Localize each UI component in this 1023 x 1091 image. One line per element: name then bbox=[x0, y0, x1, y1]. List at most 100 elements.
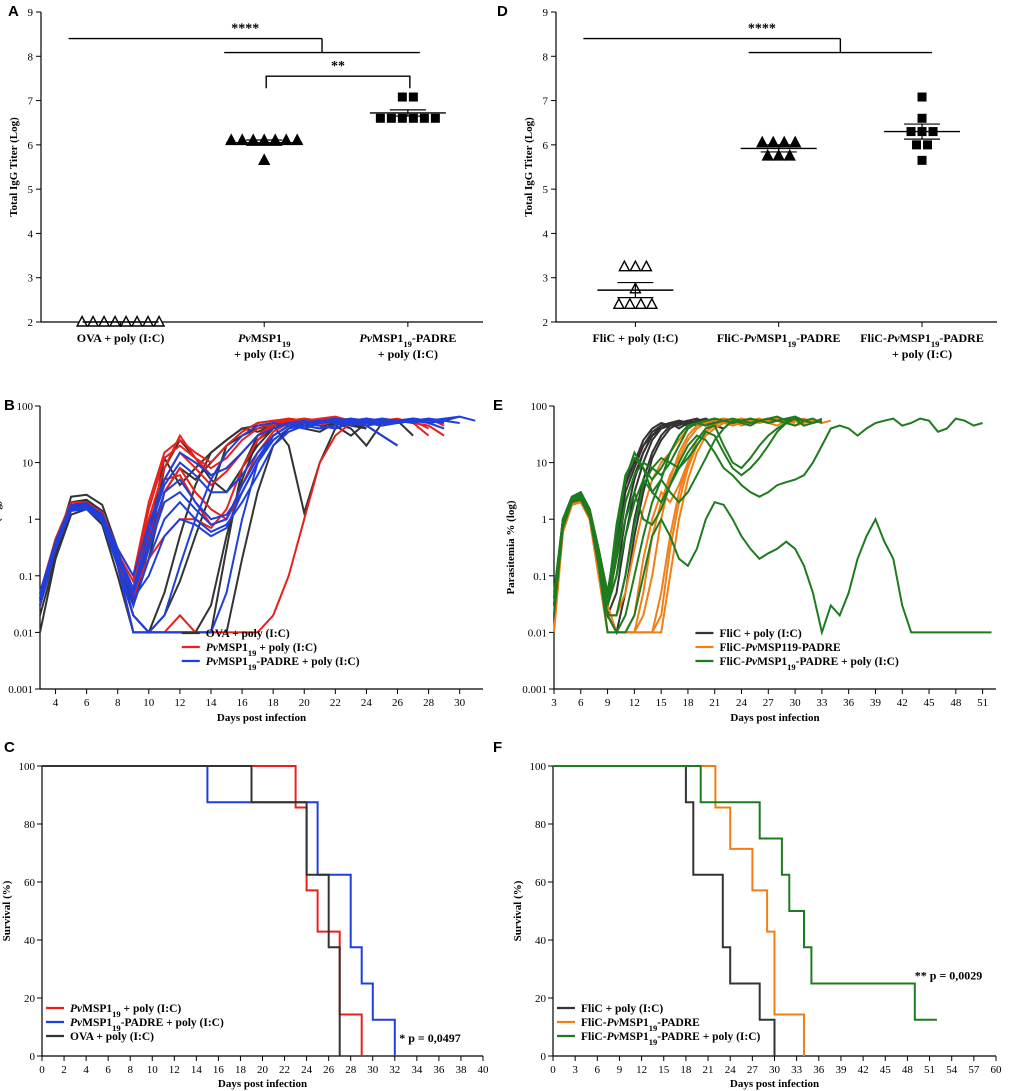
series-line bbox=[39, 417, 460, 599]
category-label: FliC-PvMSP119-PADRE bbox=[717, 331, 841, 349]
x-tick-label: 51 bbox=[977, 697, 988, 709]
y-tick-label: 6 bbox=[28, 140, 34, 152]
data-point bbox=[917, 92, 927, 102]
y-tick-label: 0.01 bbox=[528, 627, 547, 639]
label-part: MSP1 bbox=[82, 1017, 112, 1029]
x-tick-label: 2 bbox=[61, 1064, 67, 1076]
data-point bbox=[923, 140, 933, 150]
x-tick-label: 28 bbox=[345, 1064, 357, 1076]
panel-letter-A: A bbox=[8, 3, 19, 20]
category-label: OVA + poly (I:C) bbox=[77, 331, 165, 345]
significance-bracket bbox=[265, 75, 411, 89]
data-point bbox=[397, 113, 407, 123]
label-part: Pv bbox=[70, 1017, 83, 1029]
series-line bbox=[553, 417, 983, 606]
legend-label: FliC-PvMSP119-PADRE + poly (I:C) bbox=[581, 1031, 761, 1047]
series-line bbox=[39, 417, 445, 634]
label-part: MSP1 bbox=[218, 642, 248, 654]
label-part: MSP1 bbox=[756, 331, 787, 345]
data-point bbox=[258, 153, 271, 166]
x-tick-label: 9 bbox=[617, 1064, 623, 1076]
y-tick-label: 80 bbox=[24, 819, 36, 831]
x-tick-label: 40 bbox=[478, 1064, 490, 1076]
y-tick-label: 1 bbox=[28, 514, 34, 526]
label-part: MSP1 bbox=[82, 1003, 112, 1015]
data-point bbox=[386, 113, 396, 123]
label-part: Pv bbox=[238, 331, 251, 345]
label-part: MSP1 bbox=[372, 331, 403, 345]
x-tick-label: 32 bbox=[389, 1064, 400, 1076]
legend-label: FliC + poly (I:C) bbox=[581, 1003, 663, 1015]
label-part: -PADRE bbox=[796, 331, 840, 345]
label-part: + poly (I:C) bbox=[121, 1003, 182, 1015]
series-line bbox=[39, 417, 445, 599]
label-part: OVA + poly (I:C) bbox=[70, 1031, 154, 1043]
label-part: 19 bbox=[112, 1009, 121, 1019]
label-part: FliC + poly (I:C) bbox=[581, 1003, 663, 1015]
x-tick-label: 27 bbox=[747, 1064, 759, 1076]
y-tick-label: 8 bbox=[28, 51, 34, 63]
y-tick-label: 60 bbox=[535, 877, 547, 889]
panel-letter-D: D bbox=[497, 3, 508, 20]
x-tick-label: 48 bbox=[902, 1064, 914, 1076]
data-point bbox=[419, 113, 429, 123]
significance-label: ** bbox=[331, 59, 345, 74]
y-tick-label: 5 bbox=[543, 184, 549, 196]
data-point bbox=[634, 297, 648, 309]
panel-letter-B: B bbox=[4, 397, 15, 414]
label-part: 19 bbox=[931, 339, 940, 349]
label-part: -PADRE + poly (I:C) bbox=[121, 1017, 224, 1029]
label-part: Pv bbox=[359, 331, 372, 345]
label-part: Pv bbox=[206, 642, 219, 654]
data-point bbox=[761, 148, 774, 161]
x-tick-label: 21 bbox=[703, 1064, 714, 1076]
series-line bbox=[553, 415, 823, 599]
label-part: 19 bbox=[112, 1023, 121, 1033]
label-part: FliC + poly (I:C) bbox=[719, 628, 801, 640]
x-tick-label: 14 bbox=[205, 697, 217, 709]
x-tick-label: 24 bbox=[725, 1064, 737, 1076]
y-axis-label: Survival (%) bbox=[512, 880, 524, 941]
y-tick-label: 7 bbox=[543, 96, 549, 108]
y-tick-label: 1 bbox=[542, 514, 548, 526]
y-tick-label: 2 bbox=[28, 317, 34, 329]
x-tick-label: 30 bbox=[790, 697, 802, 709]
legend-label: OVA + poly (I:C) bbox=[206, 628, 290, 640]
x-tick-label: 22 bbox=[279, 1064, 290, 1076]
data-point bbox=[640, 259, 653, 272]
x-tick-label: 10 bbox=[143, 697, 155, 709]
series-line bbox=[553, 417, 823, 606]
x-tick-label: 39 bbox=[870, 697, 882, 709]
x-tick-label: 16 bbox=[213, 1064, 225, 1076]
x-tick-label: 30 bbox=[367, 1064, 379, 1076]
x-tick-label: 33 bbox=[816, 697, 828, 709]
label-part: Pv bbox=[607, 1031, 620, 1043]
data-point bbox=[152, 314, 166, 327]
label-part: FliC- bbox=[717, 331, 744, 345]
label-part: FliC- bbox=[719, 642, 745, 654]
y-tick-label: 6 bbox=[543, 140, 549, 152]
x-tick-label: 22 bbox=[330, 697, 341, 709]
data-point bbox=[917, 113, 927, 123]
x-axis-label: Days post infection bbox=[218, 1078, 307, 1090]
category-label: PvMSP119-PADRE bbox=[359, 331, 456, 349]
label-part: -PADRE bbox=[939, 331, 983, 345]
x-tick-label: 57 bbox=[968, 1064, 980, 1076]
data-point bbox=[629, 259, 642, 272]
label-part: 19 bbox=[788, 339, 797, 349]
legend-label: FliC-PvMSP119-PADRE bbox=[719, 642, 841, 654]
data-point bbox=[430, 113, 440, 123]
panel-letter-E: E bbox=[493, 397, 503, 414]
x-tick-label: 24 bbox=[301, 1064, 313, 1076]
label-part: Pv bbox=[206, 656, 219, 668]
data-point bbox=[397, 92, 407, 102]
category-label-line2: + poly (I:C) bbox=[378, 347, 438, 361]
x-tick-label: 36 bbox=[843, 697, 855, 709]
x-tick-label: 15 bbox=[658, 1064, 670, 1076]
series-line bbox=[39, 415, 476, 594]
y-tick-label: 0.001 bbox=[8, 684, 33, 696]
data-point bbox=[783, 148, 796, 161]
label-part: -PADRE bbox=[657, 1017, 700, 1029]
